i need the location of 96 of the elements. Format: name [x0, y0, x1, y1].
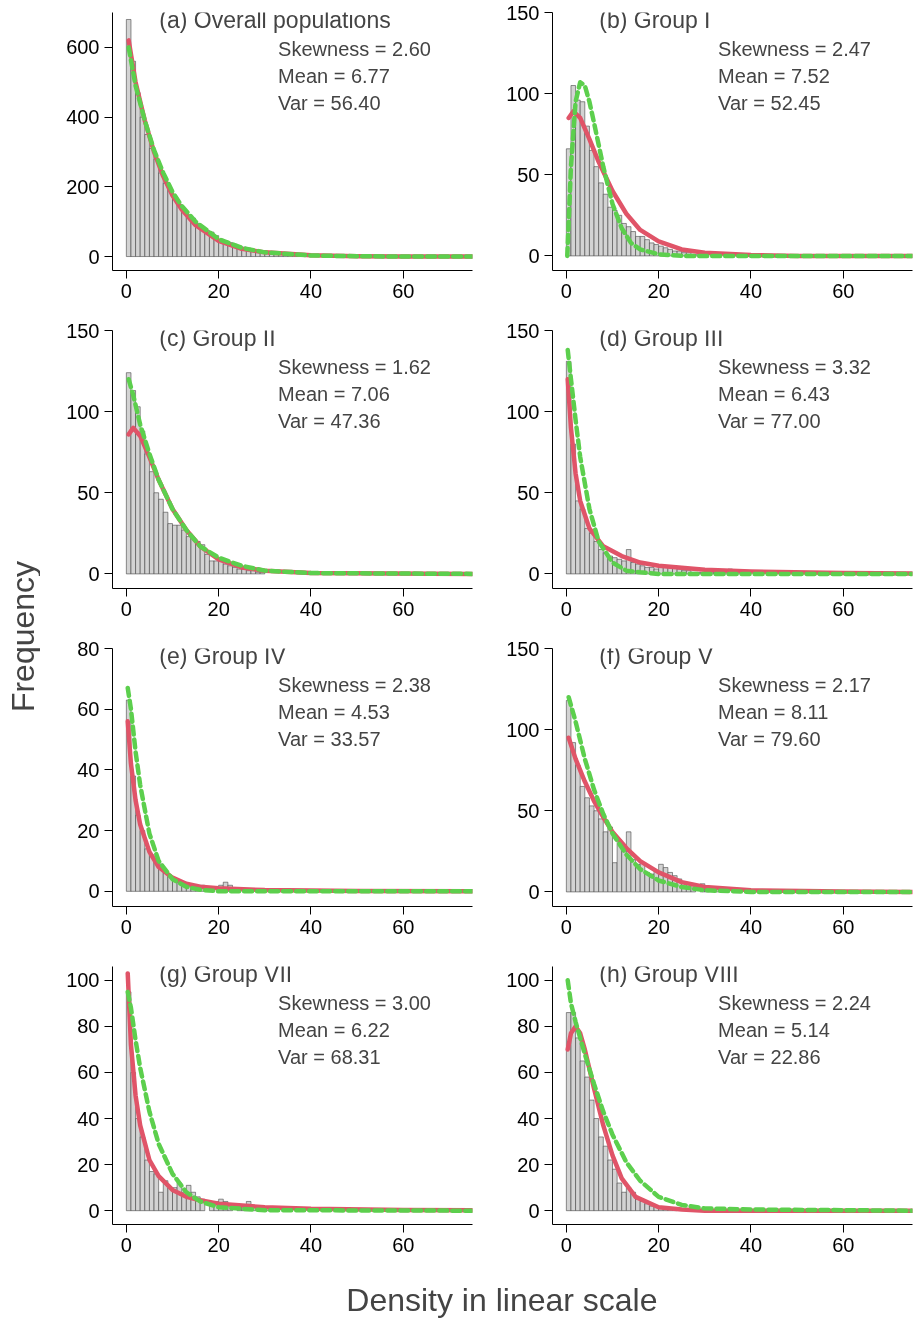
y-tick-label: 20 [77, 1153, 100, 1176]
y-tick-label: 0 [88, 1199, 100, 1222]
x-tick-label: 40 [739, 1233, 763, 1256]
y-tick-label: 50 [517, 799, 540, 822]
y-tick-label: 600 [66, 36, 100, 59]
x-tick-label: 60 [832, 915, 855, 938]
y-tick-label: 0 [88, 245, 100, 268]
x-tick-label: 0 [120, 915, 132, 938]
y-tick-label: 0 [528, 244, 540, 267]
annotation: Skewness = 2.60 [278, 38, 431, 61]
x-tick-label: 20 [647, 597, 670, 620]
x-tick-label: 20 [647, 915, 670, 938]
y-tick-label: 50 [517, 163, 540, 186]
annotation: Var = 56.40 [278, 92, 381, 115]
y-tick-label: 60 [77, 1061, 100, 1084]
y-tick-label: 20 [517, 1153, 540, 1176]
annotation: Skewness = 3.00 [278, 992, 431, 1015]
annotation: Var = 22.86 [718, 1046, 821, 1069]
y-tick-label: 80 [77, 1015, 100, 1038]
annotation: Skewness = 3.32 [718, 356, 871, 379]
annotation: Mean = 4.53 [278, 701, 390, 724]
y-tick-label: 150 [506, 1, 540, 24]
x-tick-label: 40 [299, 279, 323, 302]
annotation: Var = 79.60 [718, 728, 821, 751]
x-tick-label: 60 [832, 279, 855, 302]
x-tick-label: 20 [207, 597, 230, 620]
y-axis-title: Frequency [4, 560, 41, 713]
x-tick-label: 0 [560, 279, 572, 302]
annotation: Skewness = 2.47 [718, 38, 871, 61]
x-tick-label: 40 [299, 1233, 323, 1256]
y-tick-label: 40 [77, 758, 100, 781]
annotation: Var = 33.57 [278, 728, 381, 751]
x-tick-label: 0 [560, 915, 572, 938]
chart-title: (a) Overall populations [159, 7, 391, 34]
x-tick-label: 0 [120, 279, 132, 302]
y-tick-label: 60 [77, 698, 100, 721]
x-tick-label: 0 [120, 597, 132, 620]
x-tick-label: 20 [207, 279, 230, 302]
annotation: Var = 68.31 [278, 1046, 381, 1069]
y-tick-label: 50 [77, 481, 100, 504]
x-tick-label: 40 [299, 915, 323, 938]
annotation: Mean = 6.43 [718, 383, 830, 406]
annotation: Mean = 7.52 [718, 65, 830, 88]
annotation: Skewness = 2.38 [278, 674, 431, 697]
y-tick-label: 200 [66, 175, 100, 198]
y-tick-label: 100 [66, 969, 100, 992]
x-tick-label: 20 [207, 1233, 230, 1256]
x-tick-label: 60 [832, 1233, 855, 1256]
x-tick-label: 60 [392, 597, 415, 620]
x-tick-label: 20 [647, 279, 670, 302]
y-tick-label: 80 [517, 1015, 540, 1038]
y-tick-label: 100 [66, 400, 100, 423]
x-tick-label: 60 [832, 597, 855, 620]
y-tick-label: 60 [517, 1061, 540, 1084]
x-axis-title: Density in linear scale [346, 1282, 658, 1318]
x-tick-label: 60 [392, 279, 415, 302]
x-tick-label: 60 [392, 915, 415, 938]
y-tick-label: 100 [506, 969, 540, 992]
x-tick-label: 20 [647, 1233, 670, 1256]
y-tick-label: 150 [506, 637, 540, 660]
y-tick-label: 50 [517, 481, 540, 504]
annotation: Var = 52.45 [718, 92, 821, 115]
y-tick-label: 80 [77, 637, 100, 660]
y-tick-label: 0 [88, 880, 100, 903]
y-tick-label: 40 [77, 1107, 100, 1130]
y-tick-label: 0 [528, 880, 540, 903]
x-tick-label: 60 [392, 1233, 415, 1256]
y-tick-label: 0 [528, 562, 540, 585]
x-tick-label: 0 [120, 1233, 132, 1256]
y-tick-label: 0 [528, 1199, 540, 1222]
x-tick-label: 40 [739, 597, 763, 620]
annotation: Skewness = 1.62 [278, 356, 431, 379]
annotation: Mean = 6.77 [278, 65, 390, 88]
annotation: Skewness = 2.17 [718, 674, 871, 697]
annotation: Var = 47.36 [278, 410, 381, 433]
y-tick-label: 400 [66, 106, 100, 129]
x-tick-label: 40 [739, 279, 763, 302]
x-tick-label: 40 [739, 915, 763, 938]
annotation: Mean = 5.14 [718, 1019, 830, 1042]
annotation: Var = 77.00 [718, 410, 821, 433]
x-tick-label: 0 [560, 597, 572, 620]
y-tick-label: 20 [77, 819, 100, 842]
y-tick-label: 100 [506, 718, 540, 741]
annotation: Mean = 7.06 [278, 383, 390, 406]
annotation: Mean = 6.22 [278, 1019, 390, 1042]
y-tick-label: 100 [506, 400, 540, 423]
y-tick-label: 150 [506, 319, 540, 342]
x-tick-label: 0 [560, 1233, 572, 1256]
x-tick-label: 20 [207, 915, 230, 938]
x-tick-label: 40 [299, 597, 323, 620]
annotation: Mean = 8.11 [718, 701, 829, 724]
y-tick-label: 0 [88, 562, 100, 585]
annotation: Skewness = 2.24 [718, 992, 871, 1015]
y-tick-label: 150 [66, 319, 100, 342]
y-tick-label: 100 [506, 82, 540, 105]
y-tick-label: 40 [517, 1107, 540, 1130]
